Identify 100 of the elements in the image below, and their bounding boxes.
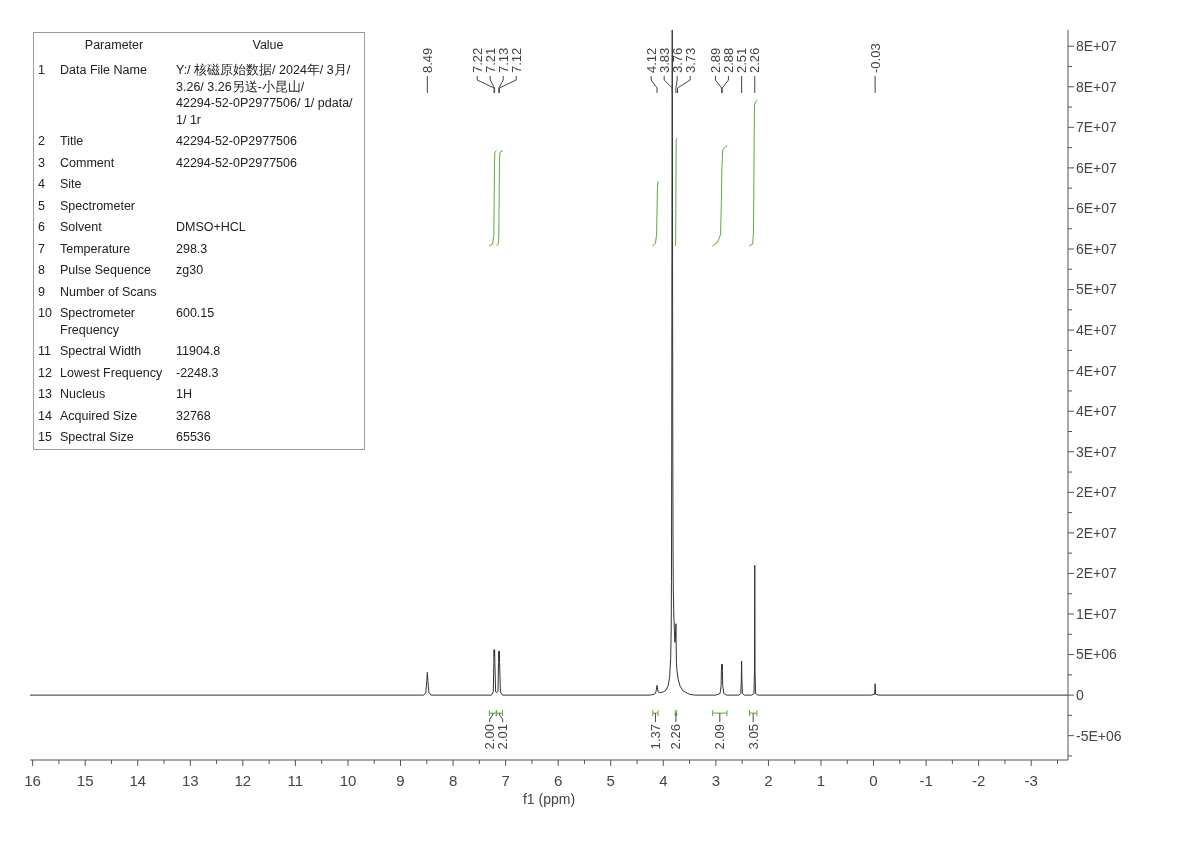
annotation: 1 [38, 63, 45, 77]
line-series [30, 30, 1068, 696]
annotation: 8 [38, 263, 45, 277]
x-tick-label: 9 [396, 772, 405, 789]
x-tick-label: 8 [448, 772, 458, 789]
x-tick-label: 2 [764, 772, 773, 789]
annotation: 3.05 [745, 724, 761, 750]
x-tick-label: 4 [659, 772, 668, 789]
annotation: Value [252, 38, 284, 52]
x-tick-label: 16 [24, 772, 41, 789]
x-tick-label: 12 [234, 772, 252, 789]
annotation: 5 [38, 198, 45, 213]
annotation: 3.73 [682, 47, 698, 73]
annotation: Spectral Size [60, 430, 134, 444]
annotation: 14 [38, 408, 52, 423]
annotation: Parameter [84, 38, 144, 52]
annotation: Spectral Width [60, 344, 142, 358]
annotation: 2.00 [482, 724, 498, 750]
y-tick-label: 4E+07 [1076, 362, 1118, 379]
annotation: 11904.8 [176, 344, 221, 358]
y-tick-label: 5E+06 [1076, 646, 1118, 663]
annotation: 2.26 [668, 724, 684, 750]
x-tick-label: 11 [287, 772, 304, 789]
annotation: Title [60, 134, 84, 148]
annotation: zg30 [176, 263, 204, 277]
x-tick-label: 5 [606, 772, 615, 789]
y-tick-label: 6E+07 [1076, 159, 1118, 176]
y-tick-label: 1E+07 [1076, 605, 1118, 622]
y-tick-label: 4E+07 [1076, 403, 1118, 420]
x-tick-label: 1 [816, 772, 826, 789]
annotation: 13 [38, 387, 52, 401]
annotation: 9 [38, 284, 45, 299]
x-tick-label: 13 [181, 772, 199, 789]
annotation: 15 [38, 430, 52, 444]
annotation: DMSO+HCL [176, 220, 246, 234]
annotation: Number of Scans [60, 284, 157, 299]
annotation: -0.03 [867, 43, 883, 73]
annotation: Comment [60, 155, 115, 170]
annotation: 8.49 [419, 47, 435, 73]
annotation: 298.3 [176, 241, 208, 256]
annotation: Acquired Size [60, 408, 138, 423]
annotation: 10 [38, 306, 52, 320]
x-tick-label: -2 [971, 772, 986, 789]
annotation: 12 [38, 365, 52, 380]
annotation: 1H [176, 387, 192, 401]
annotation: Pulse Sequence [60, 263, 152, 277]
annotation: 4.12 [643, 47, 659, 73]
y-tick-label: 4E+07 [1076, 322, 1118, 339]
annotation: Spectrometer Frequency [60, 306, 136, 337]
line-series [488, 150, 497, 247]
y-tick-label: -5E+06 [1076, 727, 1122, 744]
x-tick-label: 7 [501, 772, 510, 789]
annotation: 7.13 [495, 47, 511, 73]
line-series [652, 181, 659, 247]
annotation: Solvent [60, 220, 102, 234]
x-tick-label: 15 [76, 772, 94, 789]
annotation: Temperature [60, 241, 131, 256]
x-tick-label: -3 [1024, 772, 1038, 789]
annotation: 32768 [176, 408, 211, 423]
x-tick-label: 14 [129, 772, 147, 789]
y-tick-label: 6E+07 [1076, 240, 1118, 257]
line-series [749, 100, 758, 247]
annotation: 2.01 [495, 724, 511, 750]
annotation: 7.12 [508, 47, 524, 73]
x-tick-label: 3 [711, 772, 721, 789]
annotation: Spectrometer [60, 198, 136, 213]
annotation: 3 [38, 155, 45, 170]
y-tick-label: 0 [1076, 687, 1084, 704]
x-tick-label: -1 [919, 772, 933, 789]
y-tick-label: 2E+07 [1076, 524, 1118, 541]
annotation: 1.37 [647, 724, 663, 750]
y-tick-label: 6E+07 [1076, 200, 1118, 217]
annotation: 4 [38, 177, 45, 191]
y-tick-label: 3E+07 [1076, 443, 1118, 460]
annotation: 42294-52-0P2977506 [176, 134, 297, 148]
annotation: 2.89 [707, 47, 723, 73]
x-axis-title: f1 (ppm) [522, 791, 576, 807]
annotation: 2.88 [720, 47, 736, 73]
text: Y:/ 核磁原始数据/ 2024年/ 3月/ 3.26/ 3.26另送-小昆山/ 42294-52-0P2977506/ 1/ pdata/ 1/ 1r [176, 63, 353, 127]
line-series [496, 150, 503, 247]
annotation: 11 [38, 344, 51, 358]
annotation: 7.21 [482, 47, 498, 73]
x-tick-label: 10 [339, 772, 357, 789]
annotation: 42294-52-0P2977506 [176, 155, 297, 170]
y-tick-label: 8E+07 [1076, 78, 1118, 95]
annotation: Data File Name [60, 63, 147, 77]
annotation: 3.76 [669, 47, 685, 73]
annotation: 600.15 [176, 306, 215, 320]
annotation: Nucleus [60, 387, 106, 401]
line-series [712, 145, 728, 247]
annotation: Site [60, 177, 82, 191]
y-tick-label: 7E+07 [1076, 119, 1118, 136]
x-tick-label: 6 [554, 772, 563, 789]
annotation: Lowest Frequency [60, 365, 163, 380]
annotation: -2248.3 [176, 365, 219, 380]
y-tick-label: 5E+07 [1076, 281, 1118, 298]
annotation: 2.51 [734, 47, 750, 73]
annotation: 2.26 [747, 47, 763, 73]
annotation: 7 [38, 241, 45, 256]
y-tick-label: 2E+07 [1076, 484, 1118, 501]
